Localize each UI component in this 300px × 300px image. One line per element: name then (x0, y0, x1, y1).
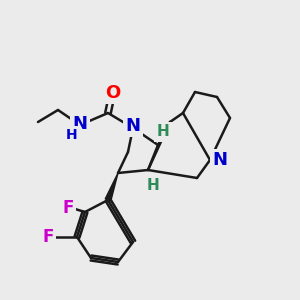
Text: N: N (212, 151, 227, 169)
Polygon shape (105, 173, 118, 201)
Text: F: F (42, 228, 54, 246)
Text: H: H (147, 178, 159, 193)
Text: H: H (66, 128, 78, 142)
Text: F: F (62, 199, 74, 217)
Text: N: N (73, 115, 88, 133)
Text: N: N (125, 117, 140, 135)
Text: O: O (105, 84, 121, 102)
Text: H: H (157, 124, 169, 140)
